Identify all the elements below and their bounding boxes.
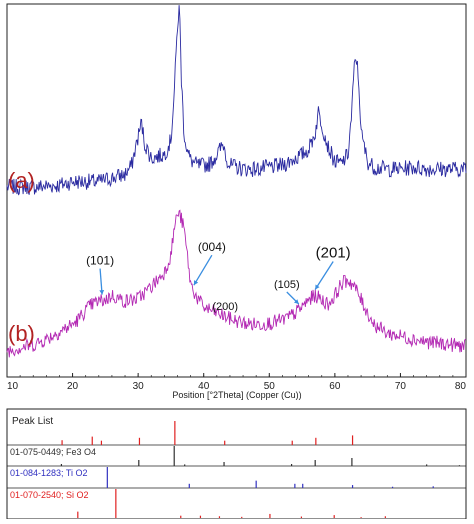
annotation-004: (004) (198, 240, 226, 254)
x-tick-label: 40 (198, 381, 210, 392)
annotation-arrow (193, 254, 213, 286)
x-tick-label: 80 (455, 381, 467, 392)
annotation-101: (101) (86, 254, 114, 268)
x-tick-label: 60 (329, 381, 341, 392)
x-tick-label: 20 (67, 381, 79, 392)
reference-label: 01-084-1283; Ti O2 (10, 468, 88, 478)
annotation-arrowhead (99, 290, 105, 295)
reference-label: 01-070-2540; Si O2 (10, 490, 89, 500)
reference-label: 01-075-0449; Fe3 O4 (10, 447, 96, 457)
annotation-arrow (314, 261, 334, 290)
series-line-b (6, 209, 467, 358)
annotation-201: (201) (316, 245, 351, 262)
x-tick-label: 30 (133, 381, 145, 392)
peak-list-panel (6, 408, 467, 520)
annotation-arrowhead (193, 280, 199, 286)
peak-list-title: Peak List (12, 416, 53, 427)
series-line-a (6, 5, 467, 196)
x-axis: 10 20 30 40 50 60 70 80 (6, 373, 467, 392)
plot-frame (6, 3, 467, 378)
annotation-arrowhead (293, 299, 299, 304)
x-tick-label: 70 (395, 381, 407, 392)
peak-list-rows: 01-075-0449; Fe3 O4 01-084-1283; Ti O2 01-… (7, 421, 466, 518)
panel-label-a: (a) (8, 168, 35, 193)
annotation-200: (200) (212, 301, 238, 313)
annotation-layer: (101) (004) (200) (105) (201) (86, 240, 351, 313)
annotation-105: (105) (274, 279, 300, 291)
x-axis-label: Position [°2Theta] (Copper (Cu)) (172, 390, 301, 400)
x-tick-label: 50 (264, 381, 276, 392)
series-layer (6, 5, 467, 358)
annotation-arrowhead (315, 284, 320, 290)
x-tick-label: 10 (7, 381, 19, 392)
panel-label-b: (b) (8, 321, 35, 346)
